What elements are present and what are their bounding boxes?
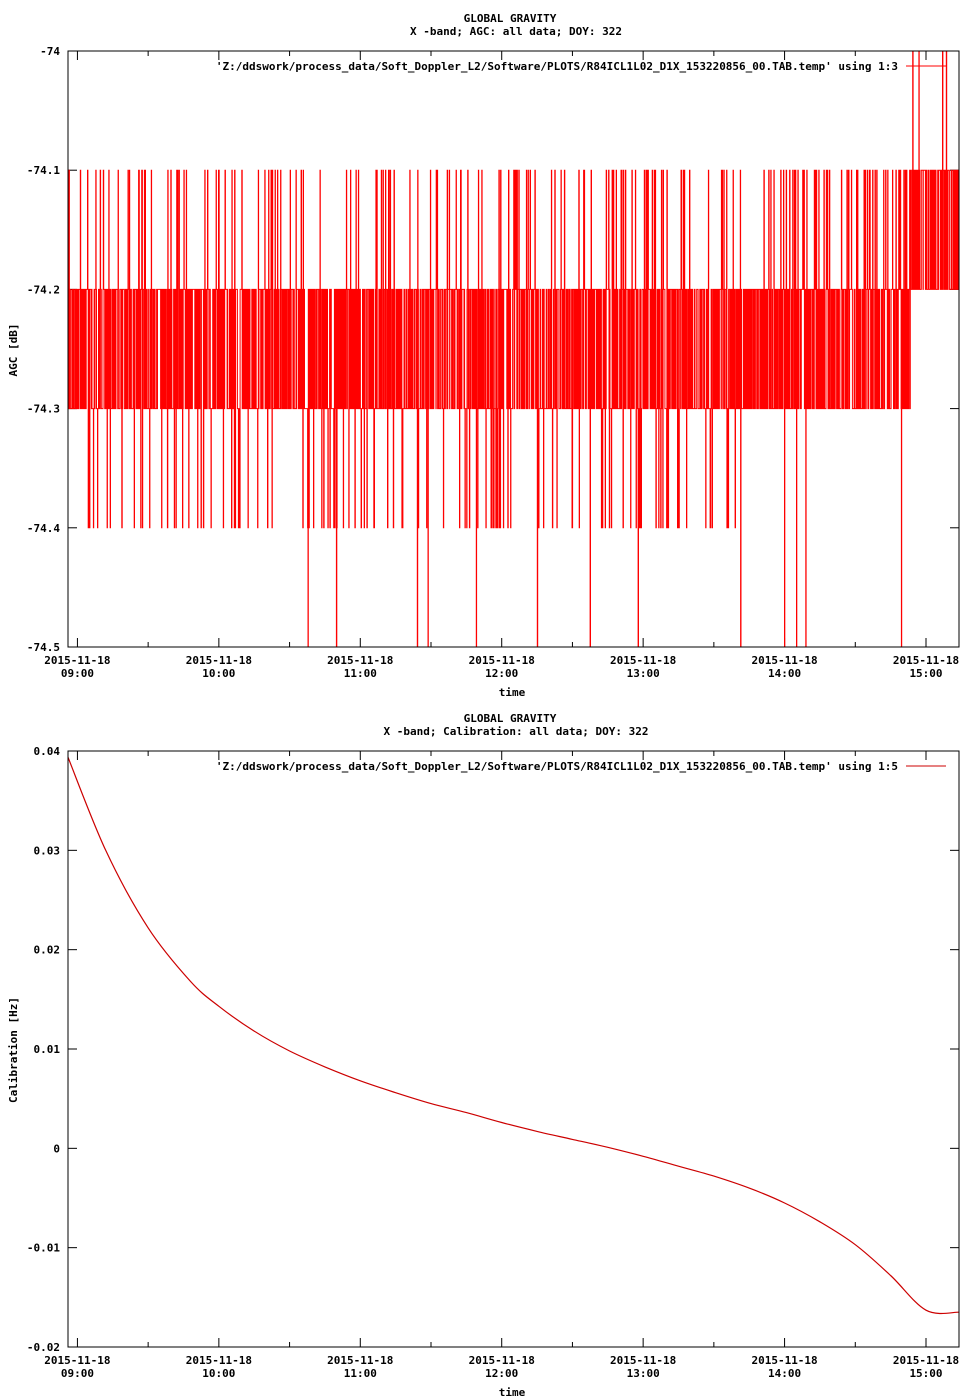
x-tick-date: 2015-11-18 bbox=[610, 654, 676, 667]
agc-xlabel: time bbox=[499, 686, 526, 699]
x-tick-time: 13:00 bbox=[627, 1367, 660, 1380]
calibration-series-line bbox=[68, 755, 959, 1315]
x-tick-date: 2015-11-18 bbox=[893, 1354, 959, 1367]
x-tick-date: 2015-11-18 bbox=[44, 654, 110, 667]
x-tick-date: 2015-11-18 bbox=[186, 1354, 252, 1367]
x-tick-time: 10:00 bbox=[202, 1367, 235, 1380]
agc-subtitle: X -band; AGC: all data; DOY: 322 bbox=[410, 25, 622, 38]
cal-xlabel: time bbox=[499, 1386, 526, 1399]
x-tick-date: 2015-11-18 bbox=[893, 654, 959, 667]
x-tick-date: 2015-11-18 bbox=[751, 654, 817, 667]
x-tick-date: 2015-11-18 bbox=[469, 1354, 535, 1367]
cal-axis-ticks: 0.040.030.020.010-0.01-0.022015-11-1809:… bbox=[27, 745, 959, 1380]
calibration-panel: GLOBAL GRAVITY X -band; Calibration: all… bbox=[7, 712, 960, 1399]
y-tick-label: 0.01 bbox=[34, 1043, 61, 1056]
y-tick-label: 0.03 bbox=[34, 844, 61, 857]
x-tick-time: 11:00 bbox=[344, 667, 377, 680]
agc-data-layer bbox=[68, 51, 959, 647]
x-tick-time: 11:00 bbox=[344, 1367, 377, 1380]
cal-ylabel: Calibration [Hz] bbox=[7, 997, 20, 1103]
x-tick-time: 13:00 bbox=[627, 667, 660, 680]
y-tick-label: -74.5 bbox=[27, 641, 60, 654]
x-tick-date: 2015-11-18 bbox=[469, 654, 535, 667]
x-tick-time: 09:00 bbox=[61, 667, 94, 680]
agc-series-line bbox=[68, 51, 959, 647]
cal-plot-frame bbox=[67, 750, 960, 1348]
agc-ylabel: AGC [dB] bbox=[7, 324, 20, 377]
cal-title: GLOBAL GRAVITY bbox=[464, 712, 557, 725]
y-tick-label: -0.02 bbox=[27, 1341, 60, 1354]
x-tick-time: 12:00 bbox=[485, 667, 518, 680]
agc-plot-frame bbox=[67, 50, 960, 648]
x-tick-time: 15:00 bbox=[909, 667, 942, 680]
agc-legend-label: 'Z:/ddswork/process_data/Soft_Doppler_L2… bbox=[216, 60, 898, 73]
agc-title: GLOBAL GRAVITY bbox=[464, 12, 557, 25]
y-tick-label: -74 bbox=[40, 45, 60, 58]
x-tick-date: 2015-11-18 bbox=[327, 654, 393, 667]
y-tick-label: -74.1 bbox=[27, 164, 60, 177]
x-tick-time: 09:00 bbox=[61, 1367, 94, 1380]
x-tick-time: 10:00 bbox=[202, 667, 235, 680]
x-tick-time: 14:00 bbox=[768, 667, 801, 680]
x-tick-date: 2015-11-18 bbox=[751, 1354, 817, 1367]
x-tick-date: 2015-11-18 bbox=[327, 1354, 393, 1367]
y-tick-label: 0 bbox=[53, 1142, 60, 1155]
y-tick-label: 0.02 bbox=[34, 944, 61, 957]
agc-axis-ticks: -74-74.1-74.2-74.3-74.4-74.52015-11-1809… bbox=[27, 45, 959, 680]
y-tick-label: -74.4 bbox=[27, 522, 60, 535]
x-tick-date: 2015-11-18 bbox=[44, 1354, 110, 1367]
cal-legend-label: 'Z:/ddswork/process_data/Soft_Doppler_L2… bbox=[216, 760, 898, 773]
x-tick-date: 2015-11-18 bbox=[610, 1354, 676, 1367]
y-tick-label: -0.01 bbox=[27, 1242, 60, 1255]
x-tick-time: 12:00 bbox=[485, 1367, 518, 1380]
cal-subtitle: X -band; Calibration: all data; DOY: 322 bbox=[384, 725, 649, 738]
x-tick-date: 2015-11-18 bbox=[186, 654, 252, 667]
x-tick-time: 14:00 bbox=[768, 1367, 801, 1380]
x-tick-time: 15:00 bbox=[909, 1367, 942, 1380]
y-tick-label: -74.2 bbox=[27, 283, 60, 296]
agc-panel: GLOBAL GRAVITY X -band; AGC: all data; D… bbox=[7, 12, 960, 699]
y-tick-label: -74.3 bbox=[27, 403, 60, 416]
cal-data-layer bbox=[68, 755, 959, 1315]
y-tick-label: 0.04 bbox=[34, 745, 61, 758]
